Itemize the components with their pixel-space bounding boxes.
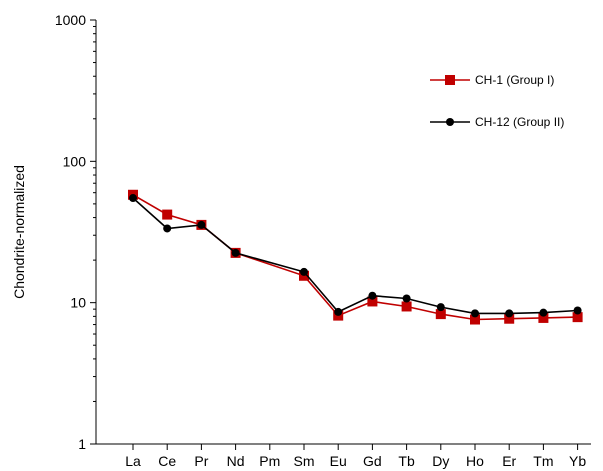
data-point-circle	[573, 306, 582, 315]
x-tick-label: Gd	[363, 453, 382, 469]
series-line	[132, 194, 578, 321]
x-tick-label: Tb	[398, 453, 415, 469]
axes: 1 10 100 1000 Chondrite-normalized La Ce Pr Nd Pm…	[11, 12, 591, 469]
y-tick-label: 10	[70, 295, 86, 311]
x-tick-label: Nd	[227, 453, 245, 469]
x-tick-label: Tm	[533, 453, 553, 469]
data-point-square	[470, 314, 480, 325]
data-point-square	[162, 209, 173, 220]
data-point-square	[538, 312, 549, 323]
y-tick-label: 1	[78, 436, 86, 452]
x-tick-label: Dy	[432, 453, 449, 469]
data-point-square	[504, 313, 515, 324]
data-point-circle	[436, 303, 445, 312]
legend: CH-1 (Group I) CH-12 (Group II)	[430, 73, 564, 129]
y-axis-title: Chondrite-normalized	[11, 165, 27, 299]
data-point-circle	[163, 224, 172, 233]
legend-label: CH-1 (Group I)	[475, 73, 554, 87]
data-point-circle	[197, 220, 206, 229]
data-point-square	[367, 296, 378, 307]
series-line	[132, 197, 578, 315]
data-point-circle	[402, 294, 411, 303]
x-tick-label: Yb	[569, 453, 586, 469]
x-tick-label: Sm	[294, 453, 315, 469]
y-tick-label: 1000	[55, 12, 86, 28]
data-point-square	[435, 309, 446, 320]
legend-marker-square	[445, 75, 455, 85]
series-layer	[128, 189, 583, 325]
data-point-circle	[231, 248, 240, 257]
x-tick-label: Er	[502, 453, 516, 469]
data-point-circle	[368, 291, 377, 300]
legend-label: CH-12 (Group II)	[475, 115, 564, 129]
data-point-square	[401, 301, 412, 312]
data-point-circle	[539, 308, 548, 317]
y-tick-label: 100	[63, 153, 87, 169]
x-tick-label: Pm	[259, 453, 280, 469]
data-point-circle	[129, 194, 137, 203]
x-tick-label: Ho	[466, 453, 484, 469]
x-tick-label: Pr	[194, 453, 208, 469]
data-point-square	[572, 312, 583, 323]
x-tick-label: Eu	[330, 453, 347, 469]
data-point-circle	[334, 307, 343, 316]
x-tick-label: Ce	[158, 453, 176, 469]
data-point-circle	[300, 267, 308, 276]
data-point-circle	[471, 309, 479, 318]
data-point-circle	[505, 309, 514, 318]
legend-marker-circle	[446, 118, 454, 126]
x-tick-label: La	[125, 453, 141, 469]
